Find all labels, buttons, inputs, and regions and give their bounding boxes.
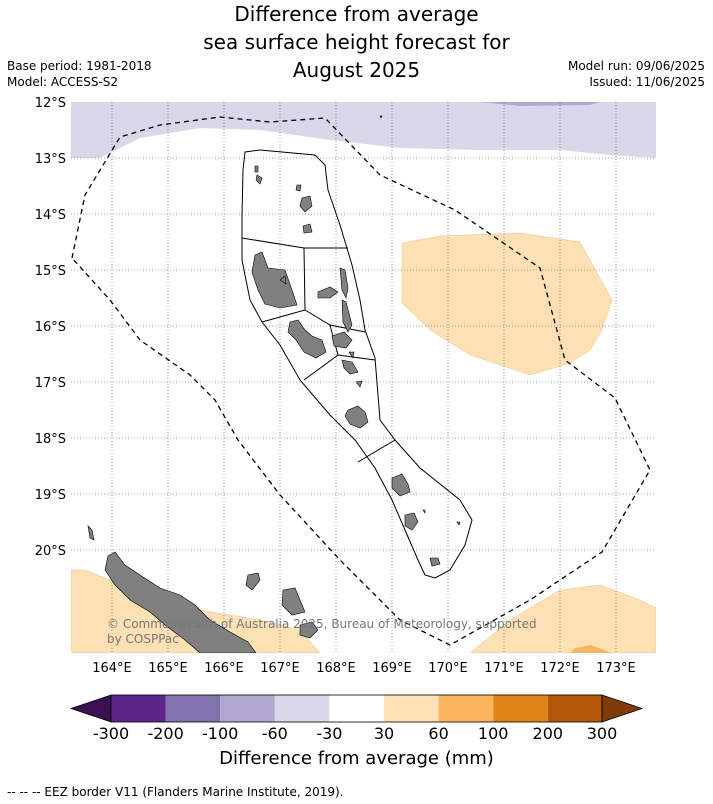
island-maewo bbox=[339, 267, 349, 299]
island-banks-2 bbox=[295, 184, 302, 192]
title-line-2: sea surface height forecast for bbox=[203, 30, 510, 54]
colorbar-title: Difference from average (mm) bbox=[219, 748, 494, 769]
island-shepherd bbox=[355, 380, 363, 388]
eez-border bbox=[71, 116, 651, 646]
lon-label: 172°E bbox=[540, 661, 580, 676]
lon-label: 167°E bbox=[260, 661, 300, 676]
anomaly-neg-60-100 bbox=[480, 102, 600, 106]
colorbar-extend-low bbox=[69, 694, 112, 723]
island-aore bbox=[279, 275, 287, 285]
model-name: Model: ACCESS-S2 bbox=[7, 75, 119, 89]
colorbar bbox=[69, 694, 644, 723]
lat-label: 20°S bbox=[35, 544, 66, 559]
lon-label: 173°E bbox=[596, 661, 636, 676]
lon-label: 168°E bbox=[316, 661, 356, 676]
colorbar-tick-label: -60 bbox=[261, 724, 288, 743]
colorbar-tick-label: -200 bbox=[147, 724, 184, 743]
anomaly-pos-60-100-southeast bbox=[570, 645, 610, 653]
island-paama bbox=[348, 351, 355, 359]
lon-label: 169°E bbox=[372, 661, 412, 676]
island-erromango bbox=[391, 473, 411, 497]
island-torres bbox=[254, 165, 259, 173]
lat-label: 14°S bbox=[35, 208, 66, 223]
colorbar-outline bbox=[110, 694, 603, 723]
island-belep bbox=[87, 525, 95, 541]
island-espiritu-santo bbox=[251, 251, 298, 309]
island-small-1 bbox=[422, 509, 426, 514]
title-line-1: Difference from average bbox=[234, 2, 479, 26]
gridlines bbox=[71, 102, 656, 653]
lon-label: 170°E bbox=[428, 661, 468, 676]
lat-label: 19°S bbox=[35, 488, 66, 503]
latitude-labels: 12°S 13°S 14°S 15°S 16°S 17°S 18°S 19°S … bbox=[35, 96, 66, 559]
colorbar-segment bbox=[220, 695, 275, 722]
island-efate bbox=[344, 405, 369, 429]
colorbar-tick-label: -100 bbox=[202, 724, 239, 743]
lat-label: 18°S bbox=[35, 432, 66, 447]
colorbar-tick-label: 200 bbox=[532, 724, 564, 743]
island-tanna bbox=[404, 512, 419, 531]
colorbar-segment bbox=[111, 695, 166, 722]
colorbar-tick-label: 100 bbox=[477, 724, 509, 743]
island-pentecost bbox=[341, 299, 353, 333]
anomaly-pos-30-60-southeast bbox=[469, 584, 656, 653]
islands bbox=[87, 115, 461, 653]
island-small-3 bbox=[379, 115, 383, 119]
island-aneityum bbox=[429, 557, 441, 567]
island-ouvea bbox=[245, 572, 261, 591]
colorbar-tick-label: 60 bbox=[428, 724, 449, 743]
model-run: Model run: 09/06/2025 bbox=[567, 59, 705, 73]
title-line-3: August 2025 bbox=[292, 58, 421, 82]
issued-date: Issued: 11/06/2025 bbox=[589, 75, 705, 89]
meta-right: Model run: 09/06/2025 Issued: 11/06/2025 bbox=[568, 58, 705, 90]
province-borders bbox=[241, 149, 473, 579]
island-small-2 bbox=[456, 521, 461, 526]
lat-label: 13°S bbox=[35, 152, 66, 167]
longitude-labels: 164°E 165°E 166°E 167°E 168°E 169°E 170°… bbox=[92, 661, 636, 676]
eez-footnote: -- -- -- EEZ border V11 (Flanders Marine… bbox=[7, 785, 344, 799]
colorbar-tick-label: -300 bbox=[92, 724, 130, 743]
base-period: Base period: 1981-2018 bbox=[7, 59, 152, 73]
colorbar-segment bbox=[493, 695, 548, 722]
anomaly-neg-30-60 bbox=[71, 102, 656, 158]
colorbar-segment bbox=[384, 695, 439, 722]
map-area: © Commonwealth of Australia 2025, Bureau… bbox=[71, 102, 656, 653]
lon-label: 171°E bbox=[484, 661, 524, 676]
lat-label: 12°S bbox=[35, 96, 66, 111]
lat-label: 17°S bbox=[35, 376, 66, 391]
anomaly-pos-30-60-east bbox=[401, 232, 613, 376]
lon-label: 166°E bbox=[204, 661, 244, 676]
lat-label: 16°S bbox=[35, 320, 66, 335]
copyright-line-1: © Commonwealth of Australia 2025, Bureau… bbox=[107, 617, 537, 631]
copyright-line-2: by COSPPac bbox=[107, 632, 179, 646]
lon-label: 164°E bbox=[92, 661, 132, 676]
island-malekula bbox=[287, 319, 327, 359]
colorbar-tick-label: -30 bbox=[316, 724, 343, 743]
island-lifou bbox=[281, 587, 306, 616]
map-title: Difference from average sea surface heig… bbox=[0, 0, 713, 84]
island-ambrym bbox=[331, 331, 353, 349]
island-gaua bbox=[299, 195, 313, 213]
colorbar-extend-high bbox=[601, 694, 644, 723]
colorbar-segment bbox=[547, 695, 603, 722]
island-mare bbox=[299, 621, 319, 639]
colorbar-segment bbox=[274, 695, 330, 722]
colorbar-tick-label: 300 bbox=[586, 724, 618, 743]
island-new-caledonia bbox=[104, 551, 257, 653]
island-banks-1 bbox=[255, 174, 263, 185]
meta-left: Base period: 1981-2018 Model: ACCESS-S2 bbox=[7, 58, 152, 90]
colorbar-tick-label: 30 bbox=[373, 724, 395, 743]
island-ambae bbox=[317, 286, 339, 299]
colorbar-segment bbox=[329, 695, 384, 722]
colorbar-segment bbox=[438, 695, 494, 722]
lat-label: 15°S bbox=[35, 264, 66, 279]
island-vanualava bbox=[302, 223, 313, 234]
lon-label: 165°E bbox=[148, 661, 188, 676]
colorbar-segment bbox=[165, 695, 221, 722]
island-epi bbox=[341, 359, 359, 375]
